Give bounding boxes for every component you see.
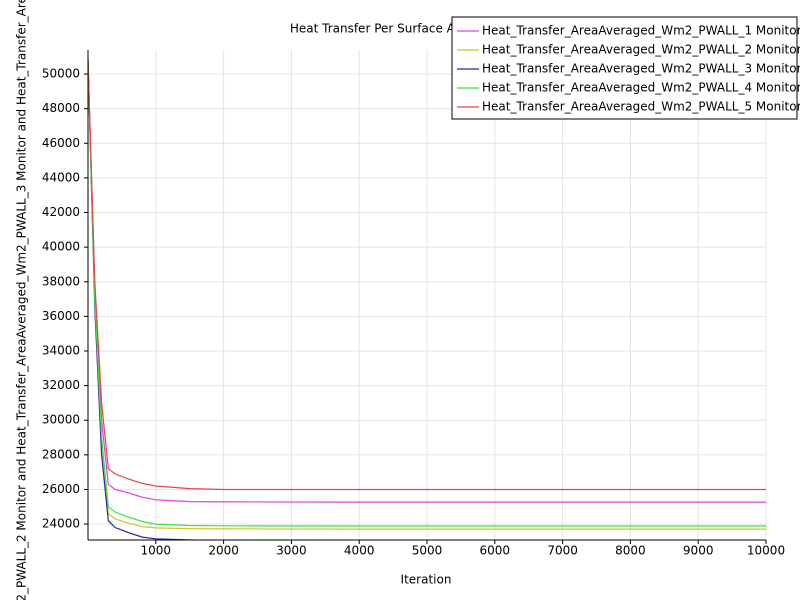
y-tick-label: 36000 [42,309,80,323]
legend: Heat_Transfer_AreaAveraged_Wm2_PWALL_1 M… [451,16,800,120]
y-tick-label: 30000 [42,413,80,427]
x-tick-label: 7000 [547,544,578,558]
series-line [88,60,766,491]
x-axis-label: Iteration [401,573,452,587]
legend-label: Heat_Transfer_AreaAveraged_Wm2_PWALL_1 M… [482,24,800,38]
x-tick-label: 6000 [480,544,511,558]
y-tick-label: 26000 [42,482,80,496]
legend-label: Heat_Transfer_AreaAveraged_Wm2_PWALL_3 M… [482,62,800,76]
y-tick-label: 40000 [42,240,80,254]
x-tick-label: 5000 [412,544,443,558]
y-tick-label: 48000 [42,101,80,115]
y-tick-label: 28000 [42,447,80,461]
x-tick-label: 4000 [344,544,375,558]
legend-label: Heat_Transfer_AreaAveraged_Wm2_PWALL_2 M… [482,43,800,57]
series-line [88,60,766,527]
y-tick-label: 38000 [42,274,80,288]
x-tick-label: 8000 [615,544,646,558]
series-line [88,60,239,540]
legend-label: Heat_Transfer_AreaAveraged_Wm2_PWALL_5 M… [482,100,800,114]
x-tick-label: 3000 [276,544,307,558]
grid [88,50,767,540]
y-tick-label: 24000 [42,517,80,531]
y-tick-label: 44000 [42,170,80,184]
y-tick-label: 50000 [42,67,80,81]
x-tick-label: 10000 [747,544,785,558]
y-tick-label: 32000 [42,378,80,392]
series-line [88,60,766,503]
y-tick-label: 42000 [42,205,80,219]
x-tick-label: 9000 [683,544,714,558]
legend-box [451,16,798,120]
y-axis-label: Heat_Transfer_AreaAveraged_Wm2_PWALL_1 M… [15,0,29,600]
y-tick-label: 34000 [42,343,80,357]
lines [88,60,766,540]
ticks: 24000 26000 28000 30000 32000 34000 36000 38000… [42,67,785,558]
x-tick-label: 1000 [141,544,172,558]
x-tick-label: 2000 [208,544,239,558]
y-tick-label: 46000 [42,136,80,150]
legend-label: Heat_Transfer_AreaAveraged_Wm2_PWALL_4 M… [482,81,800,95]
